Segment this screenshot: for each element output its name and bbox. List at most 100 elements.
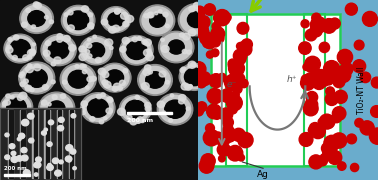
Circle shape xyxy=(178,4,214,36)
Circle shape xyxy=(210,37,220,47)
Circle shape xyxy=(68,11,88,30)
Circle shape xyxy=(355,118,364,127)
Circle shape xyxy=(371,106,378,117)
Circle shape xyxy=(26,66,33,73)
Circle shape xyxy=(206,51,214,58)
Circle shape xyxy=(211,27,225,41)
Circle shape xyxy=(26,8,31,12)
Bar xyxy=(70,110,73,178)
Circle shape xyxy=(218,73,226,81)
Circle shape xyxy=(122,37,151,63)
Text: e⁻: e⁻ xyxy=(226,80,237,89)
Circle shape xyxy=(90,26,93,29)
Circle shape xyxy=(187,50,191,54)
Circle shape xyxy=(227,145,243,161)
Circle shape xyxy=(57,37,63,42)
Circle shape xyxy=(147,49,151,53)
Circle shape xyxy=(212,22,221,31)
Circle shape xyxy=(208,93,214,100)
Circle shape xyxy=(47,142,52,146)
Circle shape xyxy=(25,85,32,91)
Circle shape xyxy=(59,160,63,164)
Bar xyxy=(8,110,13,178)
Circle shape xyxy=(6,36,34,61)
Circle shape xyxy=(87,54,92,59)
Circle shape xyxy=(91,76,96,81)
Circle shape xyxy=(179,94,186,101)
Circle shape xyxy=(144,65,151,70)
Circle shape xyxy=(23,170,30,176)
Circle shape xyxy=(48,103,51,106)
Circle shape xyxy=(160,95,191,123)
Circle shape xyxy=(314,69,327,83)
Circle shape xyxy=(93,35,96,38)
Circle shape xyxy=(363,12,377,26)
Circle shape xyxy=(307,104,318,114)
Circle shape xyxy=(22,155,28,161)
Circle shape xyxy=(206,159,213,166)
Circle shape xyxy=(322,75,331,84)
Circle shape xyxy=(207,88,222,104)
Circle shape xyxy=(41,94,73,122)
Circle shape xyxy=(132,37,138,42)
Circle shape xyxy=(144,49,151,56)
Circle shape xyxy=(217,143,230,156)
Circle shape xyxy=(336,68,351,82)
Circle shape xyxy=(345,3,357,15)
Circle shape xyxy=(5,133,9,137)
Circle shape xyxy=(42,85,48,90)
Circle shape xyxy=(137,117,143,122)
Circle shape xyxy=(108,98,113,103)
Circle shape xyxy=(332,133,347,148)
Circle shape xyxy=(79,54,87,60)
Circle shape xyxy=(324,135,340,151)
Circle shape xyxy=(220,89,233,102)
Circle shape xyxy=(108,26,116,33)
Circle shape xyxy=(228,62,236,70)
Circle shape xyxy=(75,65,79,68)
Circle shape xyxy=(321,115,335,129)
Circle shape xyxy=(11,156,18,162)
Circle shape xyxy=(304,101,318,116)
Circle shape xyxy=(299,132,313,146)
Circle shape xyxy=(5,100,10,105)
Circle shape xyxy=(7,98,26,116)
Circle shape xyxy=(194,2,200,8)
Circle shape xyxy=(353,60,366,73)
Bar xyxy=(58,110,61,178)
Circle shape xyxy=(309,155,323,169)
Circle shape xyxy=(181,65,208,89)
Circle shape xyxy=(63,35,70,42)
Circle shape xyxy=(2,101,8,106)
Circle shape xyxy=(301,76,315,90)
Circle shape xyxy=(197,102,207,112)
Circle shape xyxy=(221,127,236,142)
Circle shape xyxy=(106,108,112,114)
Circle shape xyxy=(322,19,336,33)
Circle shape xyxy=(228,59,237,68)
Circle shape xyxy=(201,154,215,168)
Circle shape xyxy=(204,21,208,24)
Circle shape xyxy=(17,137,21,141)
Circle shape xyxy=(178,99,184,104)
Circle shape xyxy=(48,41,69,59)
Circle shape xyxy=(105,39,113,46)
Circle shape xyxy=(47,165,53,170)
Circle shape xyxy=(33,2,39,7)
Circle shape xyxy=(304,73,316,85)
Circle shape xyxy=(83,94,113,121)
Circle shape xyxy=(183,33,190,40)
Bar xyxy=(127,112,172,114)
Circle shape xyxy=(142,7,173,34)
Circle shape xyxy=(127,115,132,120)
Circle shape xyxy=(101,19,108,25)
Bar xyxy=(57,110,62,178)
Circle shape xyxy=(158,10,162,13)
Circle shape xyxy=(228,105,237,114)
Circle shape xyxy=(101,65,129,90)
Circle shape xyxy=(99,63,131,92)
Circle shape xyxy=(231,74,239,82)
Bar xyxy=(0,108,81,180)
Circle shape xyxy=(157,93,193,125)
Text: TiO₂-NT Wall: TiO₂-NT Wall xyxy=(357,66,366,114)
